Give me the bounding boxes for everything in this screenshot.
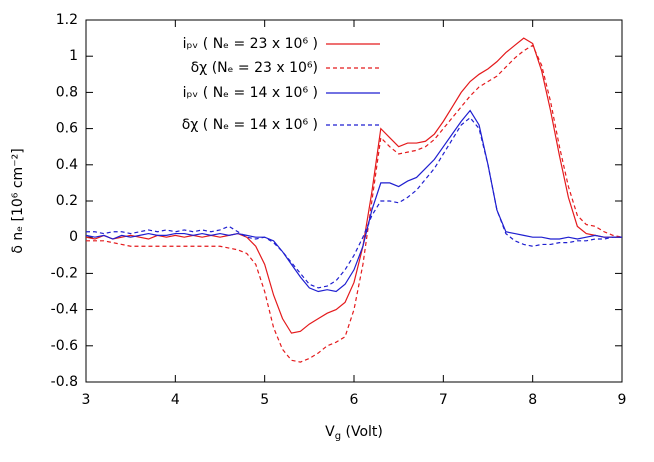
y-axis-label: δ nₑ [10⁶ cm⁻²] <box>10 148 26 253</box>
x-tick-label: 6 <box>350 392 359 408</box>
x-tick-label: 8 <box>528 392 537 408</box>
x-tick-label: 9 <box>618 392 627 408</box>
x-label-main: V <box>325 424 335 440</box>
y-tick-label: 0.2 <box>56 193 78 209</box>
series-line <box>85 109 622 293</box>
plot-frame <box>85 19 623 383</box>
y-tick-label: 0.8 <box>56 84 78 100</box>
series-line <box>86 44 623 363</box>
y-tick-label: 0.6 <box>56 121 78 137</box>
x-tick-label: 4 <box>171 392 180 408</box>
y-tick-label: 0 <box>69 229 78 245</box>
x-label-rest: (Volt) <box>341 424 383 440</box>
x-axis-label: Vg (Volt) <box>325 424 383 442</box>
legend-label: iₚᵥ ( Nₑ = 14 x 10⁶ ) <box>183 85 318 101</box>
y-tick-label: 0.4 <box>56 157 78 173</box>
y-tick-label: -0.8 <box>51 374 78 390</box>
x-tick-label: 7 <box>439 392 448 408</box>
y-tick-label: 1 <box>69 48 78 64</box>
series-line <box>85 37 622 334</box>
y-tick-label: -0.6 <box>51 338 78 354</box>
y-tick-label: 1.2 <box>56 12 78 28</box>
legend-label: δχ (Nₑ = 23 x 10⁶) <box>191 60 318 76</box>
x-tick-label: 3 <box>82 392 91 408</box>
legend-label: iₚᵥ ( Nₑ = 23 x 10⁶ ) <box>183 36 318 52</box>
legend-label: δχ ( Nₑ = 14 x 10⁶ ) <box>182 117 318 133</box>
series-line <box>86 116 622 289</box>
y-tick-label: -0.2 <box>51 265 78 281</box>
y-tick-label: -0.4 <box>51 302 78 318</box>
x-tick-label: 5 <box>260 392 269 408</box>
x-label-sub: g <box>335 431 341 442</box>
